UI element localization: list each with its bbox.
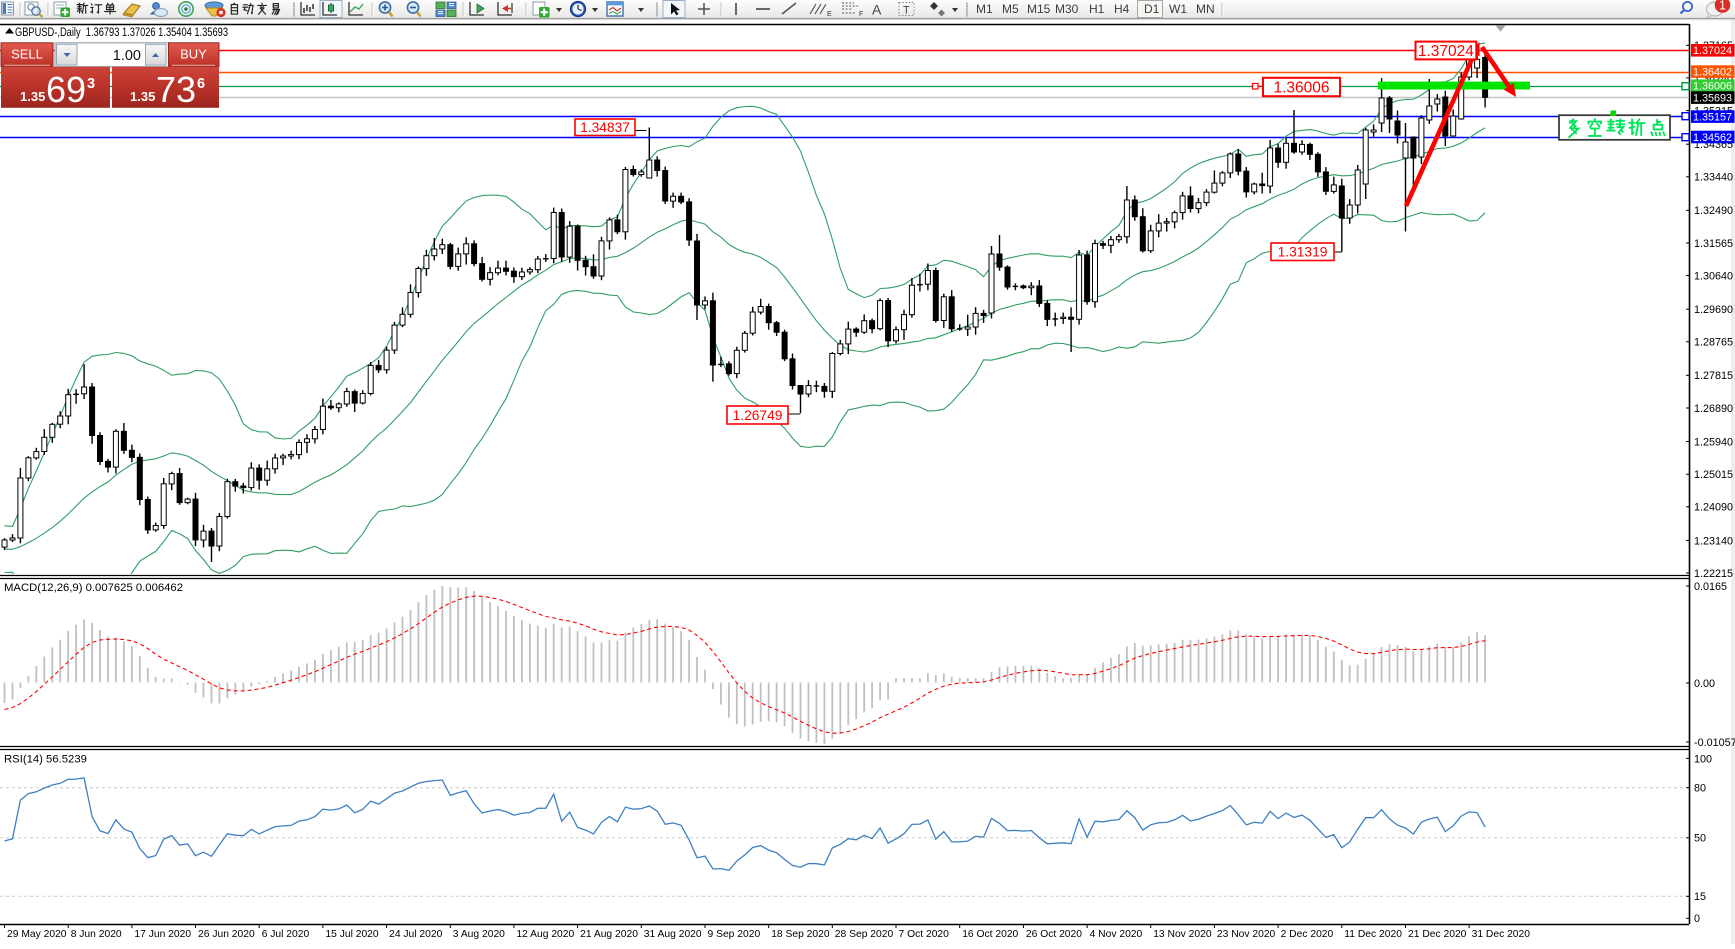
svg-text:1.36402: 1.36402 (1693, 67, 1732, 79)
svg-text:31 Aug 2020: 31 Aug 2020 (644, 929, 702, 940)
svg-text:18 Sep 2020: 18 Sep 2020 (771, 929, 830, 940)
svg-text:1.30640: 1.30640 (1694, 271, 1733, 283)
svg-text:1.34562: 1.34562 (1693, 132, 1732, 144)
svg-text:1.31319: 1.31319 (1278, 245, 1328, 260)
svg-text:21 Aug 2020: 21 Aug 2020 (580, 929, 638, 940)
svg-text:A: A (872, 2, 882, 18)
svg-text:0: 0 (1694, 913, 1700, 925)
svg-text:SELL: SELL (11, 47, 43, 62)
svg-text:1.26749: 1.26749 (733, 408, 783, 423)
svg-text:1.37024: 1.37024 (1693, 45, 1732, 57)
svg-text:GBPUSD-,Daily 1.36793 1.37026: GBPUSD-,Daily 1.36793 1.37026 1.35404 1.… (15, 25, 228, 39)
svg-text:69: 69 (46, 69, 86, 110)
svg-text:1.35157: 1.35157 (1693, 112, 1732, 124)
svg-text:1.35: 1.35 (130, 89, 155, 104)
svg-text:1.23140: 1.23140 (1694, 535, 1733, 547)
svg-text:24 Jul 2020: 24 Jul 2020 (389, 929, 443, 940)
svg-text:16 Oct 2020: 16 Oct 2020 (962, 929, 1018, 940)
svg-text:1.31565: 1.31565 (1694, 238, 1733, 250)
svg-text:W1: W1 (1169, 2, 1187, 16)
svg-text:1.34837: 1.34837 (580, 120, 630, 135)
svg-text:1.36006: 1.36006 (1273, 80, 1329, 97)
svg-text:31 Dec 2020: 31 Dec 2020 (1472, 929, 1531, 940)
svg-text:M15: M15 (1027, 2, 1051, 16)
svg-text:7 Oct 2020: 7 Oct 2020 (899, 929, 950, 940)
svg-text:RSI(14) 56.5239: RSI(14) 56.5239 (4, 754, 87, 766)
svg-text:MACD(12,26,9) 0.007625 0.00646: MACD(12,26,9) 0.007625 0.006462 (4, 582, 183, 594)
svg-text:6: 6 (197, 76, 205, 92)
svg-text:13 Nov 2020: 13 Nov 2020 (1153, 929, 1212, 940)
svg-text:H4: H4 (1114, 2, 1130, 16)
svg-text:1.26890: 1.26890 (1694, 403, 1733, 415)
svg-text:11 Dec 2020: 11 Dec 2020 (1344, 929, 1402, 940)
svg-text:1.35693: 1.35693 (1693, 93, 1732, 105)
svg-text:1: 1 (1719, 0, 1726, 12)
svg-text:1.24090: 1.24090 (1694, 502, 1733, 514)
svg-text:2 Dec 2020: 2 Dec 2020 (1281, 929, 1334, 940)
svg-text:28 Sep 2020: 28 Sep 2020 (835, 929, 894, 940)
svg-text:1.33440: 1.33440 (1694, 172, 1733, 184)
svg-text:3 Aug 2020: 3 Aug 2020 (453, 929, 505, 940)
svg-text:M30: M30 (1055, 2, 1079, 16)
svg-text:15: 15 (1694, 891, 1706, 903)
svg-text:1.35: 1.35 (20, 89, 45, 104)
svg-text:1.00: 1.00 (113, 48, 141, 64)
svg-text:1.32490: 1.32490 (1694, 205, 1733, 217)
svg-text:9 Sep 2020: 9 Sep 2020 (708, 929, 761, 940)
svg-text:17 Jun 2020: 17 Jun 2020 (134, 929, 191, 940)
svg-text:BUY: BUY (180, 47, 207, 62)
svg-text:4 Nov 2020: 4 Nov 2020 (1090, 929, 1143, 940)
svg-text:21 Dec 2020: 21 Dec 2020 (1408, 929, 1467, 940)
svg-text:F: F (859, 11, 863, 18)
svg-text:3: 3 (87, 76, 95, 92)
svg-text:1.25015: 1.25015 (1694, 469, 1733, 481)
svg-text:26 Jun 2020: 26 Jun 2020 (198, 929, 255, 940)
svg-text:1.28765: 1.28765 (1694, 337, 1733, 349)
svg-text:T: T (903, 5, 910, 17)
svg-text:50: 50 (1694, 833, 1706, 845)
svg-text:0.0165: 0.0165 (1694, 581, 1727, 593)
svg-text:1.25940: 1.25940 (1694, 436, 1733, 448)
svg-text:D1: D1 (1144, 2, 1160, 16)
svg-text:H1: H1 (1089, 2, 1105, 16)
svg-text:E: E (827, 11, 832, 18)
svg-text:1.29690: 1.29690 (1694, 304, 1733, 316)
svg-text:1.36006: 1.36006 (1693, 81, 1732, 93)
svg-text:23 Nov 2020: 23 Nov 2020 (1217, 929, 1276, 940)
svg-text:26 Oct 2020: 26 Oct 2020 (1026, 929, 1082, 940)
svg-text:100: 100 (1694, 753, 1712, 765)
svg-text:73: 73 (156, 69, 196, 110)
svg-text:0.00: 0.00 (1694, 678, 1715, 690)
svg-text:M5: M5 (1002, 2, 1019, 16)
svg-text:MN: MN (1196, 2, 1215, 16)
svg-text:M1: M1 (976, 2, 993, 16)
svg-text:80: 80 (1694, 783, 1706, 795)
svg-text:1.27815: 1.27815 (1694, 370, 1733, 382)
svg-text:6 Jul 2020: 6 Jul 2020 (262, 929, 310, 940)
svg-text:29 May 2020: 29 May 2020 (7, 929, 67, 940)
svg-text:1.22215: 1.22215 (1694, 568, 1733, 580)
svg-text:15 Jul 2020: 15 Jul 2020 (325, 929, 379, 940)
svg-text:1.37024: 1.37024 (1418, 43, 1474, 60)
svg-text:8 Jun 2020: 8 Jun 2020 (71, 929, 122, 940)
svg-text:12 Aug 2020: 12 Aug 2020 (516, 929, 574, 940)
